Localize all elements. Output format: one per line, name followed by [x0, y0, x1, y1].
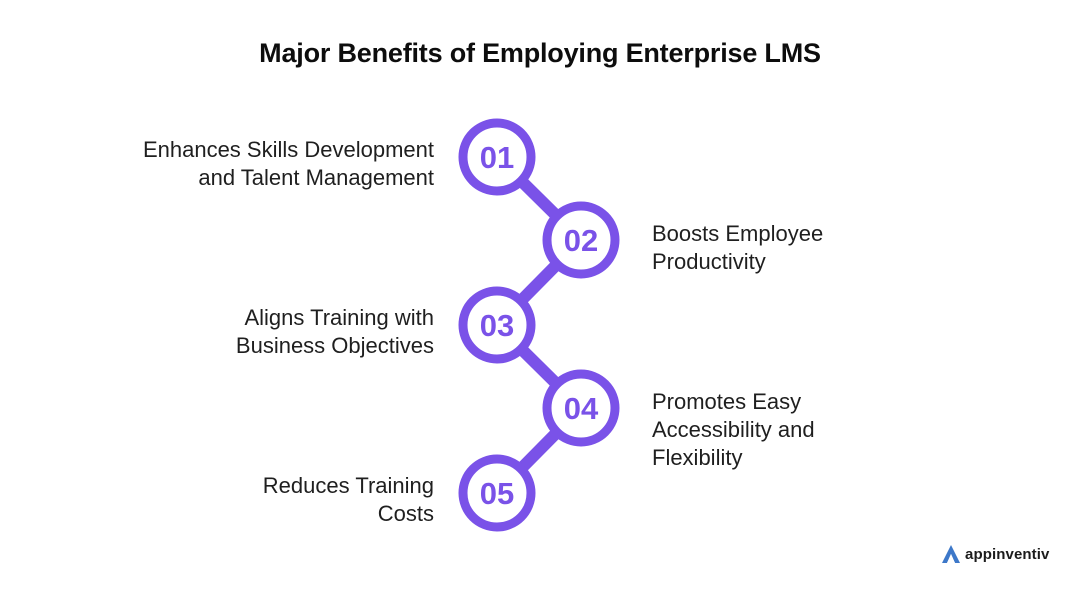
step-ring — [542, 369, 620, 447]
step-label-04: Promotes Easy Accessibility and Flexibil… — [652, 389, 815, 470]
brand-name: appinventiv — [965, 545, 1050, 563]
step-number: 01 — [480, 140, 514, 175]
step-ring — [542, 201, 620, 279]
step-badge-02: 02 — [542, 201, 620, 279]
step-ring — [458, 118, 536, 196]
brand-logo: appinventiv — [940, 543, 1049, 565]
step-label-01: Enhances Skills Development and Talent M… — [142, 137, 434, 190]
step-circles: 01 02 03 04 05 — [458, 118, 620, 532]
page-title: Major Benefits of Employing Enterprise L… — [259, 38, 821, 68]
step-ring — [458, 286, 536, 364]
step-label-02: Boosts Employee Productivity — [652, 221, 824, 274]
step-badge-03: 03 — [458, 286, 536, 364]
step-label-05: Reduces Training Costs — [262, 473, 434, 526]
step-badge-04: 04 — [542, 369, 620, 447]
step-badge-01: 01 — [458, 118, 536, 196]
step-number: 04 — [564, 391, 599, 426]
appinventiv-logo-icon — [942, 545, 960, 563]
step-badge-05: 05 — [458, 454, 536, 532]
step-label-03: Aligns Training with Business Objectives — [235, 305, 434, 358]
step-number: 05 — [480, 476, 514, 511]
step-number: 03 — [480, 308, 514, 343]
step-ring — [458, 454, 536, 532]
step-number: 02 — [564, 223, 598, 258]
